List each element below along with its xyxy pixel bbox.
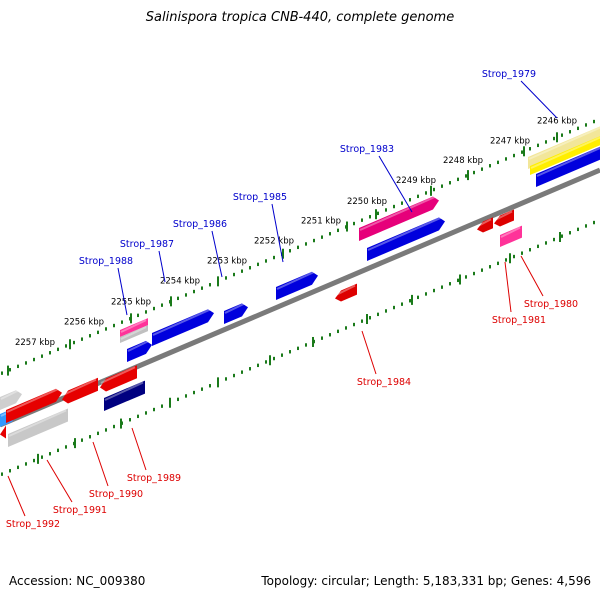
gene-leader-line — [361, 330, 377, 375]
gene-label-reverse: Strop_1980 — [524, 299, 578, 310]
feature-red-highlight — [62, 378, 97, 396]
feature-red-highlight — [494, 210, 513, 221]
feature-blue-highlight — [152, 307, 213, 336]
feature-grey-highlight — [0, 388, 21, 400]
feature-lightyellow — [528, 126, 600, 169]
feature-red — [494, 209, 514, 227]
feature-red — [335, 283, 357, 302]
kbp-label: 2256 kbp — [64, 317, 104, 327]
feature-red — [62, 377, 98, 404]
gene-label-forward: Strop_1987 — [120, 239, 174, 250]
feature-blue — [127, 340, 152, 362]
feature-blue-highlight — [224, 301, 247, 314]
gene-label-forward: Strop_1983 — [340, 144, 394, 155]
kbp-label: 2253 kbp — [207, 257, 247, 267]
feature-red — [477, 217, 493, 233]
feature-pink — [120, 318, 148, 337]
inner-tick-track — [1, 220, 595, 476]
feature-blue — [367, 217, 445, 261]
kbp-label: 2248 kbp — [443, 156, 483, 166]
gene-label-reverse: Strop_1992 — [6, 519, 60, 530]
gene-label-reverse: Strop_1984 — [357, 377, 411, 388]
feature-grey-highlight — [120, 326, 147, 340]
gene-labels: Strop_1979 Strop_1983 Strop_1985 Strop_1986… — [6, 69, 578, 530]
feature-red — [6, 388, 62, 423]
kbp-label: 2249 kbp — [396, 176, 436, 186]
feature-red — [100, 365, 137, 392]
gene-label-forward: Strop_1985 — [233, 192, 287, 203]
feature-red-highlight — [477, 218, 492, 227]
kbp-label: 2251 kbp — [301, 217, 341, 227]
gene-leader-line — [158, 250, 166, 283]
feature-red-highlight — [335, 284, 356, 296]
kbp-label: 2252 kbp — [254, 237, 294, 247]
feature-blue-highlight — [367, 215, 444, 251]
feature-blue-highlight — [536, 146, 600, 177]
gene-label-forward: Strop_1986 — [173, 219, 227, 230]
gene-label-forward: Strop_1988 — [79, 256, 133, 267]
feature-red-highlight — [6, 387, 61, 413]
feature-lightyellow-highlight — [528, 126, 600, 160]
kbp-label: 2257 kbp — [15, 338, 55, 348]
feature-blue — [276, 271, 318, 300]
gene-leader-line — [46, 459, 73, 503]
feature-pink — [500, 225, 522, 247]
feature-blue-highlight — [276, 270, 317, 290]
gene-label-reverse: Strop_1991 — [53, 505, 107, 516]
feature-blue-highlight — [127, 339, 151, 352]
feature-blue — [536, 146, 600, 187]
kbp-label: 2250 kbp — [347, 197, 387, 207]
feature-pink-highlight — [500, 226, 521, 238]
outer-tick-track — [1, 119, 595, 376]
gene-leader-line — [211, 230, 223, 278]
gene-leader-line — [520, 80, 558, 119]
gene-leader-line — [92, 441, 109, 487]
feature-yellow — [530, 136, 600, 175]
kbp-label: 2246 kbp — [537, 116, 577, 126]
gene-leader-line — [271, 203, 284, 263]
map-title: Salinispora tropica CNB-440, complete ge… — [145, 10, 455, 25]
gene-leader-line — [520, 255, 544, 297]
genome-backbone — [0, 167, 600, 428]
feature-magenta — [359, 196, 439, 241]
feature-navy — [104, 380, 145, 411]
feature-blue — [152, 309, 214, 346]
gene-features — [0, 126, 600, 447]
gene-leader-line — [504, 261, 512, 313]
gene-label-reverse: Strop_1981 — [492, 315, 546, 326]
feature-red-highlight — [100, 366, 136, 384]
gene-leader-line — [7, 475, 26, 517]
gene-label-reverse: Strop_1990 — [89, 489, 143, 500]
kbp-labels: 2246 kbp 2247 kbp 2248 kbp 2249 kbp 2250 kbp… — [15, 116, 577, 348]
feature-magenta-highlight — [359, 195, 438, 231]
accession-text: Accession: NC_009380 — [9, 574, 146, 588]
kbp-label: 2254 kbp — [160, 277, 200, 287]
feature-grey — [0, 390, 22, 410]
gene-leader-line — [131, 427, 147, 471]
feature-pink-highlight — [120, 319, 147, 333]
feature-grey — [120, 325, 148, 343]
kbp-label: 2247 kbp — [490, 136, 530, 146]
feature-blue — [224, 303, 248, 324]
feature-navy-highlight — [104, 381, 144, 401]
gene-label-forward: Strop_1979 — [482, 69, 536, 80]
gene-label-reverse: Strop_1989 — [127, 473, 181, 484]
feature-red-highlight — [0, 426, 5, 431]
kbp-label: 2255 kbp — [111, 297, 151, 307]
genome-summary-text: Topology: circular; Length: 5,183,331 bp… — [261, 574, 591, 588]
feature-red — [0, 425, 6, 439]
feature-grey — [8, 408, 68, 447]
gene-leader-line — [378, 155, 413, 213]
feature-grey-highlight — [8, 409, 67, 437]
gene-leader-line — [117, 267, 128, 316]
feature-yellow-highlight — [530, 136, 600, 169]
gene-leader-lines — [7, 80, 558, 517]
